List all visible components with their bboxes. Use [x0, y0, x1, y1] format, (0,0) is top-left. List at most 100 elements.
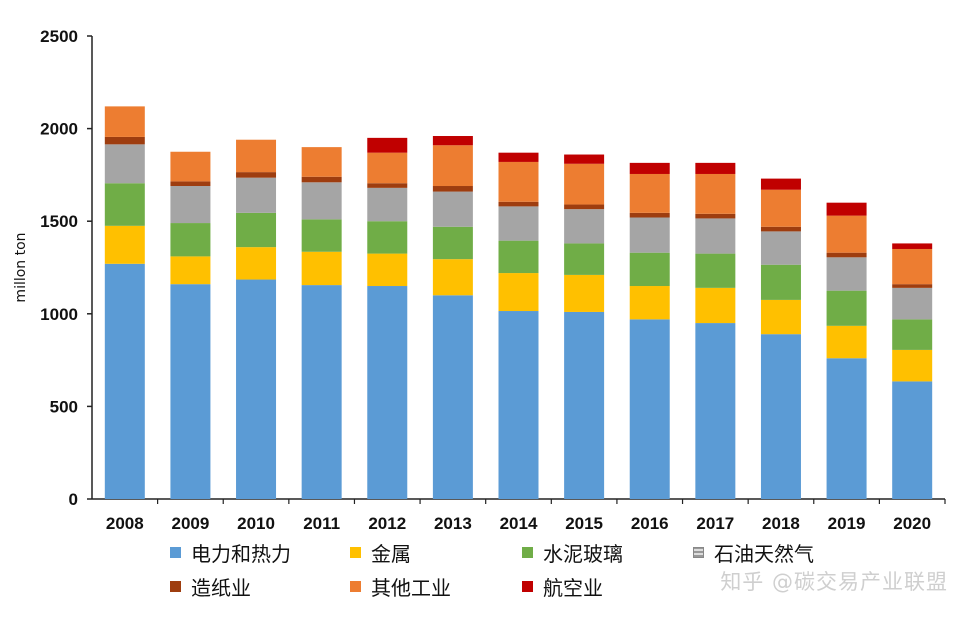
x-tick-label: 2017 [696, 514, 734, 533]
bar-segment [564, 209, 605, 244]
bar-segment [695, 323, 736, 499]
bar-segment [760, 334, 801, 499]
bar-segment [695, 253, 736, 288]
bar-segment [564, 274, 605, 312]
bar-segment [301, 251, 342, 286]
bar-segment [498, 206, 539, 241]
bar-segment [367, 152, 408, 184]
bar-segment [367, 187, 408, 222]
bar-segment [892, 349, 933, 382]
y-tick-label: 2500 [40, 27, 78, 46]
bar-segment [301, 182, 342, 220]
bar-segment [236, 247, 277, 280]
bar-segment [629, 162, 670, 174]
bar-segment [432, 259, 473, 296]
bar-segment [301, 219, 342, 252]
x-tick-label: 2012 [368, 514, 406, 533]
bar-segment [104, 263, 145, 499]
bar-segment [629, 217, 670, 253]
legend-label: 航空业 [543, 576, 603, 600]
bar-segment [629, 319, 670, 499]
bar-segment [367, 183, 408, 188]
bar-segment [236, 279, 277, 499]
bar-segment [432, 186, 473, 192]
bar-segment [826, 202, 867, 216]
bar-segment [695, 213, 736, 219]
bar-segment [826, 252, 867, 258]
bar-segment [301, 285, 342, 499]
bar-segment [301, 176, 342, 183]
bar-segment [498, 240, 539, 274]
legend-item-aviation: 航空业 [522, 572, 603, 601]
bar-segment [170, 186, 211, 224]
bar-segment [170, 223, 211, 257]
bar-segment [301, 147, 342, 177]
x-tick-label: 2016 [631, 514, 669, 533]
bar-segment [564, 154, 605, 164]
bar-segment [760, 226, 801, 232]
y-tick-label: 1000 [40, 305, 78, 324]
bar-segment [498, 311, 539, 499]
bar-segment [367, 286, 408, 499]
bar-segment [760, 231, 801, 265]
legend-item-metal: 金属 [350, 538, 411, 567]
bar-segment [236, 139, 277, 173]
bar-segment [236, 177, 277, 213]
bar-segment [695, 162, 736, 174]
bar-segment [498, 161, 539, 202]
bar-segment [367, 253, 408, 287]
legend-swatch-icon [170, 547, 181, 558]
bar-segment [104, 136, 145, 145]
bar-segment [826, 358, 867, 499]
y-tick-label: 1500 [40, 212, 78, 231]
legend-label: 水泥玻璃 [543, 542, 623, 566]
x-tick-label: 2010 [237, 514, 275, 533]
legend-swatch-icon [522, 547, 533, 558]
bar-segment [892, 287, 933, 320]
bar-segment [564, 311, 605, 499]
bar-segment [367, 221, 408, 254]
x-tick-label: 2013 [434, 514, 472, 533]
bar-segment [104, 106, 145, 137]
bar-segment [104, 225, 145, 264]
legend-item-oil-gas: 石油天然气 [693, 538, 814, 567]
bar-segment [564, 204, 605, 210]
bar-segment [892, 319, 933, 350]
x-tick-label: 2008 [106, 514, 144, 533]
bar-segment [695, 173, 736, 214]
legend-item-paper: 造纸业 [170, 572, 251, 601]
bar-segment [498, 273, 539, 312]
legend-label: 金属 [371, 542, 411, 566]
legend-label: 造纸业 [191, 576, 251, 600]
legend-swatch-icon [170, 581, 181, 592]
x-tick-label: 2018 [762, 514, 800, 533]
bar-segment [432, 295, 473, 499]
x-tick-label: 2009 [172, 514, 210, 533]
x-tick-label: 2020 [893, 514, 931, 533]
x-tick-label: 2019 [828, 514, 866, 533]
legend-swatch-icon [350, 581, 361, 592]
legend-item-other-industry: 其他工业 [350, 572, 451, 601]
bar-segment [498, 201, 539, 207]
bar-segment [432, 136, 473, 146]
bar-segment [629, 212, 670, 218]
bar-segment [170, 151, 211, 182]
bar-segment [432, 191, 473, 227]
bar-segment [826, 257, 867, 291]
bar-segment [170, 181, 211, 187]
y-axis-label: millon ton [13, 232, 29, 302]
bar-segment [236, 172, 277, 178]
legend-item-cement-glass: 水泥玻璃 [522, 538, 623, 567]
bar-segment [170, 256, 211, 285]
bar-segment [695, 287, 736, 324]
bar-segment [629, 252, 670, 287]
x-tick-label: 2014 [500, 514, 538, 533]
legend-swatch-icon [522, 581, 533, 592]
bar-segment [760, 299, 801, 335]
bar-segment [826, 215, 867, 253]
bar-segment [892, 381, 933, 499]
bar-segment [760, 189, 801, 227]
legend-swatch-icon [350, 547, 361, 558]
bar-segment [826, 325, 867, 359]
